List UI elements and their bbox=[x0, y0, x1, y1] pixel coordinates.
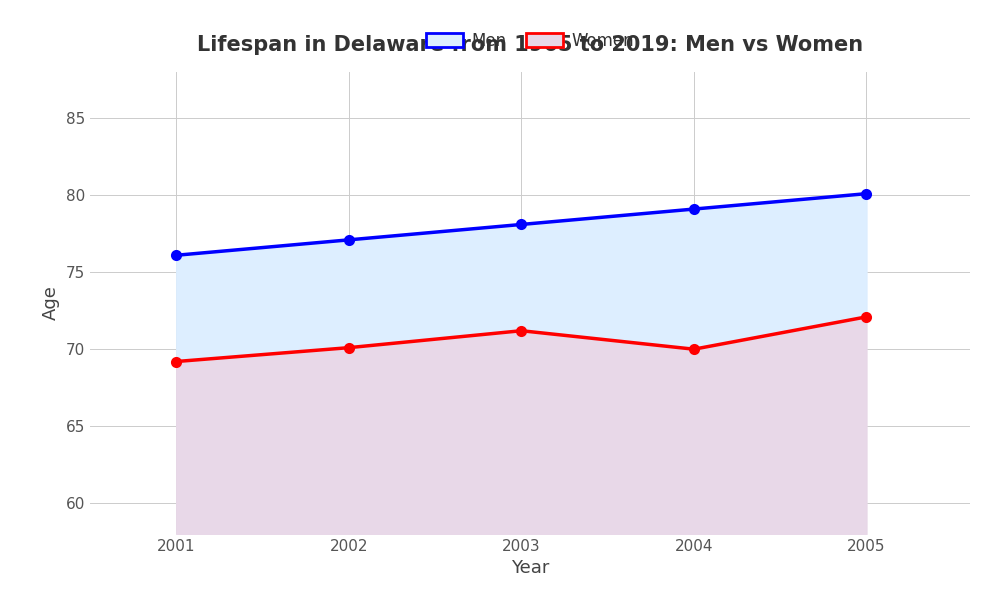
Title: Lifespan in Delaware from 1965 to 2019: Men vs Women: Lifespan in Delaware from 1965 to 2019: … bbox=[197, 35, 863, 55]
Legend: Men, Women: Men, Women bbox=[419, 25, 641, 56]
Y-axis label: Age: Age bbox=[42, 286, 60, 320]
X-axis label: Year: Year bbox=[511, 559, 549, 577]
